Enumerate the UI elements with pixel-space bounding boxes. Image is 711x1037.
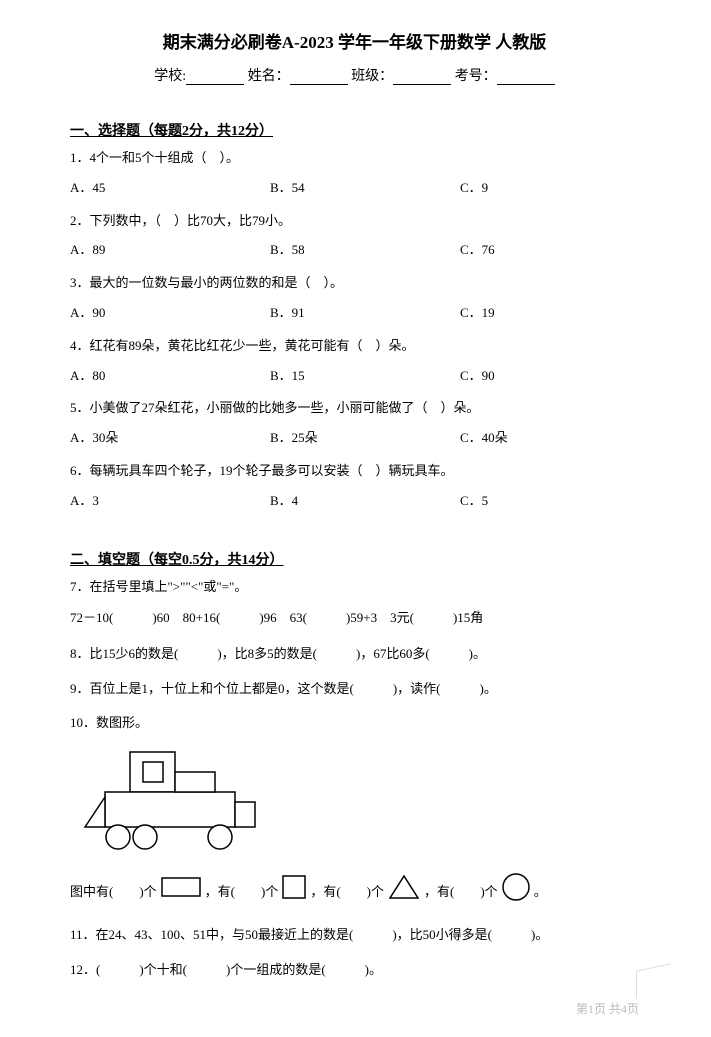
- name-label: 姓名：: [248, 69, 290, 84]
- q5-c: C．40朵: [460, 428, 639, 449]
- name-blank[interactable]: [290, 71, 348, 85]
- q5-a: A．30朵: [70, 428, 270, 449]
- q5: 5．小美做了27朵红花，小丽做的比她多一些，小丽可能做了（ ）朵。: [70, 398, 639, 419]
- q12: 12．( )个十和( )个一组成的数是( )。: [70, 958, 639, 981]
- circle-icon: [501, 872, 531, 913]
- q1: 1．4个一和5个十组成（ ）。: [70, 148, 639, 169]
- square-icon: [281, 874, 307, 911]
- q7-line: 72－10( )60 80+16( )96 63( )59+3 3元( )15角: [70, 606, 639, 629]
- q3-c: C．19: [460, 303, 639, 324]
- q10-shapes-line: 图中有( )个 ，有( )个 ，有( )个 ，有( )个 。: [70, 872, 639, 913]
- page-corner-fold: [636, 963, 671, 998]
- q6-b: B．4: [270, 491, 460, 512]
- q2-choices: A．89 B．58 C．76: [70, 240, 639, 261]
- q3-a: A．90: [70, 303, 270, 324]
- q11: 11．在24、43、100、51中，与50最接近上的数是( )，比50小得多是(…: [70, 923, 639, 946]
- q1-c: C．9: [460, 178, 639, 199]
- q3-b: B．91: [270, 303, 460, 324]
- q10: 10．数图形。: [70, 713, 639, 734]
- q3-choices: A．90 B．91 C．19: [70, 303, 639, 324]
- q2-a: A．89: [70, 240, 270, 261]
- q1-a: A．45: [70, 178, 270, 199]
- q4-choices: A．80 B．15 C．90: [70, 366, 639, 387]
- q8: 8．比15少6的数是( )，比8多5的数是( )，67比60多( )。: [70, 642, 639, 665]
- class-blank[interactable]: [393, 71, 451, 85]
- number-blank[interactable]: [497, 71, 555, 85]
- school-blank[interactable]: [186, 71, 244, 85]
- section2-title: 二、填空题（每空0.5分，共14分）: [70, 549, 639, 569]
- section2-text: 填空题（每空0.5分，共14分）: [98, 553, 284, 568]
- q9: 9．百位上是1，十位上和个位上都是0，这个数是( )，读作( )。: [70, 677, 639, 700]
- q3: 3．最大的一位数与最小的两位数的和是（ ）。: [70, 273, 639, 294]
- q4-a: A．80: [70, 366, 270, 387]
- train-figure: [70, 742, 639, 857]
- exam-title: 期末满分必刷卷A-2023 学年一年级下册数学 人教版: [70, 28, 639, 53]
- q10-text-a: 图中有( )个: [70, 878, 157, 907]
- q5-b: B．25朵: [270, 428, 460, 449]
- section1-text: 选择题（每题2分，共12分）: [98, 124, 273, 139]
- school-label: 学校:: [154, 69, 186, 84]
- q10-text-c: ，有( )个: [310, 878, 384, 907]
- q4-c: C．90: [460, 366, 639, 387]
- q1-choices: A．45 B．54 C．9: [70, 178, 639, 199]
- q6-a: A．3: [70, 491, 270, 512]
- page-footer: 第1页 共4页: [576, 1000, 639, 1017]
- q4: 4．红花有89朵，黄花比红花少一些，黄花可能有（ ）朵。: [70, 336, 639, 357]
- q6: 6．每辆玩具车四个轮子，19个轮子最多可以安装（ ）辆玩具车。: [70, 461, 639, 482]
- q6-c: C．5: [460, 491, 639, 512]
- q10-text-b: ，有( )个: [205, 878, 279, 907]
- q2-b: B．58: [270, 240, 460, 261]
- q1-b: B．54: [270, 178, 460, 199]
- q2: 2．下列数中，（ ）比70大，比79小。: [70, 211, 639, 232]
- q4-b: B．15: [270, 366, 460, 387]
- section2-prefix: 二、: [70, 553, 98, 568]
- q10-text-e: 。: [534, 878, 547, 907]
- triangle-icon: [387, 873, 421, 912]
- q10-text-d: ，有( )个: [424, 878, 498, 907]
- section1-title: 一、选择题（每题2分，共12分）: [70, 120, 639, 140]
- q5-choices: A．30朵 B．25朵 C．40朵: [70, 428, 639, 449]
- q7: 7．在括号里填上">""<"或"="。: [70, 577, 639, 598]
- number-label: 考号：: [455, 69, 497, 84]
- rectangle-icon: [160, 876, 202, 909]
- class-label: 班级：: [351, 69, 393, 84]
- section1-prefix: 一、: [70, 124, 98, 139]
- q2-c: C．76: [460, 240, 639, 261]
- q6-choices: A．3 B．4 C．5: [70, 491, 639, 512]
- student-info-line: 学校: 姓名： 班级： 考号：: [70, 65, 639, 85]
